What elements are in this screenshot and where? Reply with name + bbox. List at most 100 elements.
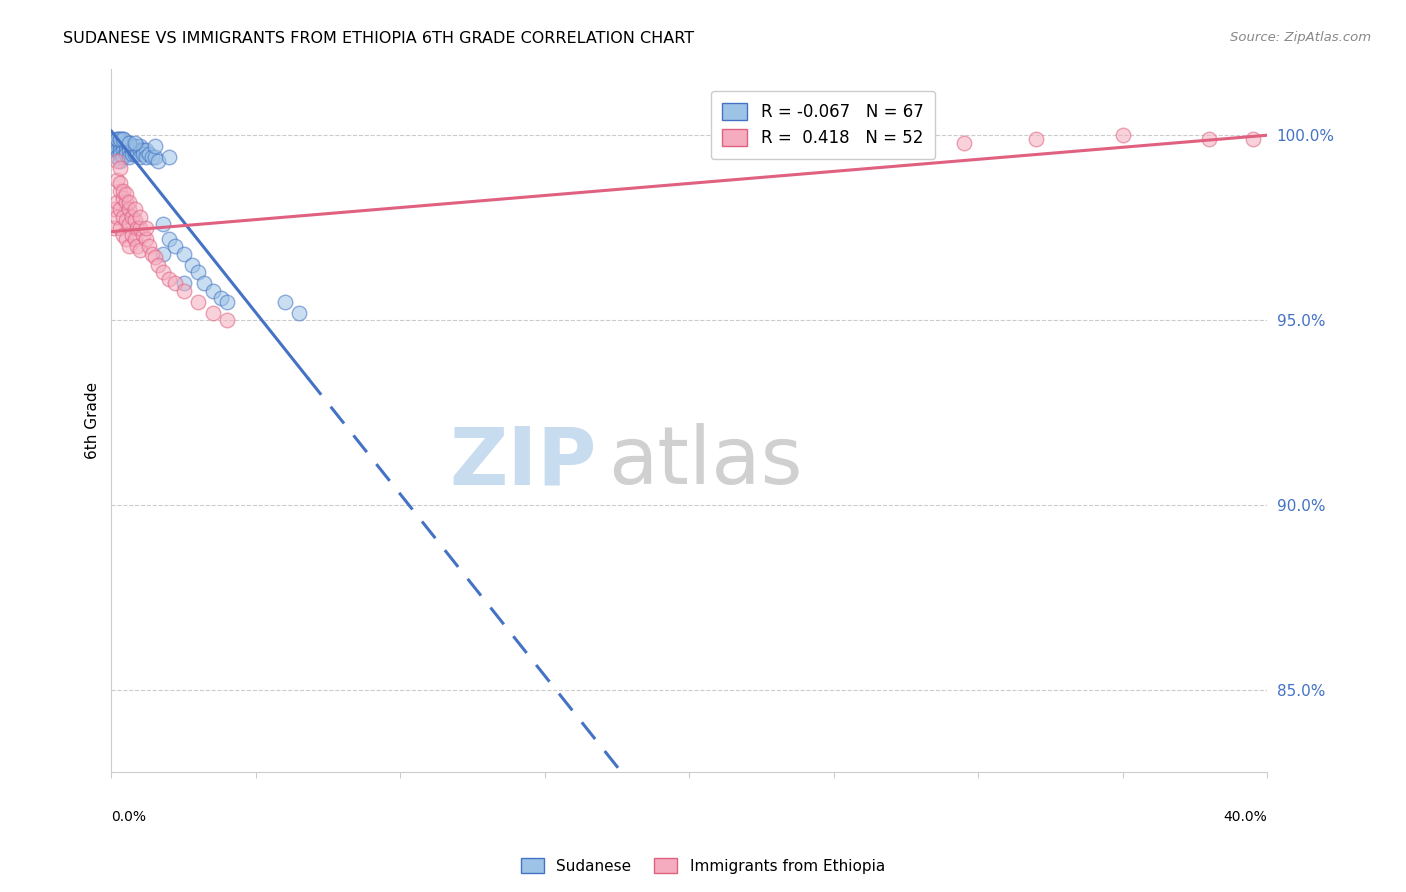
Point — [132, 228, 155, 243]
Point — [115, 139, 138, 153]
Point — [141, 246, 163, 260]
Point — [111, 139, 134, 153]
Point — [132, 143, 155, 157]
Point — [111, 143, 134, 157]
Point — [115, 187, 138, 202]
Point — [105, 210, 128, 224]
Point — [1025, 132, 1047, 146]
Point — [127, 146, 149, 161]
Point — [187, 294, 209, 309]
Point — [124, 232, 146, 246]
Point — [146, 154, 169, 169]
Point — [108, 132, 131, 146]
Point — [105, 172, 128, 186]
Point — [129, 143, 152, 157]
Point — [143, 139, 166, 153]
Legend: Sudanese, Immigrants from Ethiopia: Sudanese, Immigrants from Ethiopia — [515, 852, 891, 880]
Point — [157, 150, 180, 164]
Point — [135, 220, 157, 235]
Point — [111, 132, 134, 146]
Point — [141, 150, 163, 164]
Point — [127, 239, 149, 253]
Point — [108, 161, 131, 176]
Point — [129, 210, 152, 224]
Point — [152, 246, 174, 260]
Point — [111, 191, 134, 205]
Point — [1241, 132, 1264, 146]
Text: ZIP: ZIP — [450, 424, 596, 501]
Point — [118, 194, 141, 209]
Point — [111, 228, 134, 243]
Point — [201, 306, 224, 320]
Point — [124, 202, 146, 216]
Point — [118, 202, 141, 216]
Point — [163, 276, 186, 290]
Point — [108, 139, 131, 153]
Point — [135, 150, 157, 164]
Text: 0.0%: 0.0% — [111, 810, 146, 824]
Point — [103, 220, 125, 235]
Point — [121, 210, 143, 224]
Point — [143, 150, 166, 164]
Point — [105, 150, 128, 164]
Point — [118, 139, 141, 153]
Point — [108, 154, 131, 169]
Point — [215, 313, 238, 327]
Point — [108, 143, 131, 157]
Point — [121, 143, 143, 157]
Point — [201, 284, 224, 298]
Point — [952, 136, 974, 150]
Point — [124, 213, 146, 227]
Point — [181, 258, 204, 272]
Point — [115, 146, 138, 161]
Point — [111, 136, 134, 150]
Point — [118, 136, 141, 150]
Point — [163, 239, 186, 253]
Point — [152, 265, 174, 279]
Point — [124, 136, 146, 150]
Point — [215, 294, 238, 309]
Point — [121, 146, 143, 161]
Point — [138, 146, 160, 161]
Point — [118, 217, 141, 231]
Point — [105, 154, 128, 169]
Point — [105, 194, 128, 209]
Point — [157, 272, 180, 286]
Point — [127, 220, 149, 235]
Point — [157, 232, 180, 246]
Point — [115, 213, 138, 227]
Point — [103, 143, 125, 157]
Point — [193, 276, 215, 290]
Point — [209, 291, 232, 305]
Point — [1111, 128, 1133, 142]
Point — [108, 136, 131, 150]
Point — [129, 243, 152, 257]
Text: SUDANESE VS IMMIGRANTS FROM ETHIOPIA 6TH GRADE CORRELATION CHART: SUDANESE VS IMMIGRANTS FROM ETHIOPIA 6TH… — [63, 31, 695, 46]
Point — [105, 139, 128, 153]
Point — [187, 265, 209, 279]
Point — [132, 146, 155, 161]
Point — [124, 146, 146, 161]
Point — [173, 276, 195, 290]
Point — [124, 139, 146, 153]
Point — [108, 176, 131, 190]
Point — [111, 132, 134, 146]
Point — [274, 294, 297, 309]
Point — [108, 132, 131, 146]
Point — [118, 239, 141, 253]
Point — [173, 246, 195, 260]
Point — [105, 132, 128, 146]
Y-axis label: 6th Grade: 6th Grade — [86, 382, 100, 458]
Text: Source: ZipAtlas.com: Source: ZipAtlas.com — [1230, 31, 1371, 45]
Point — [115, 194, 138, 209]
Point — [115, 232, 138, 246]
Point — [288, 306, 311, 320]
Text: atlas: atlas — [609, 424, 803, 501]
Point — [143, 250, 166, 264]
Point — [121, 228, 143, 243]
Point — [118, 150, 141, 164]
Point — [1198, 132, 1220, 146]
Point — [103, 139, 125, 153]
Point — [105, 143, 128, 157]
Point — [103, 202, 125, 216]
